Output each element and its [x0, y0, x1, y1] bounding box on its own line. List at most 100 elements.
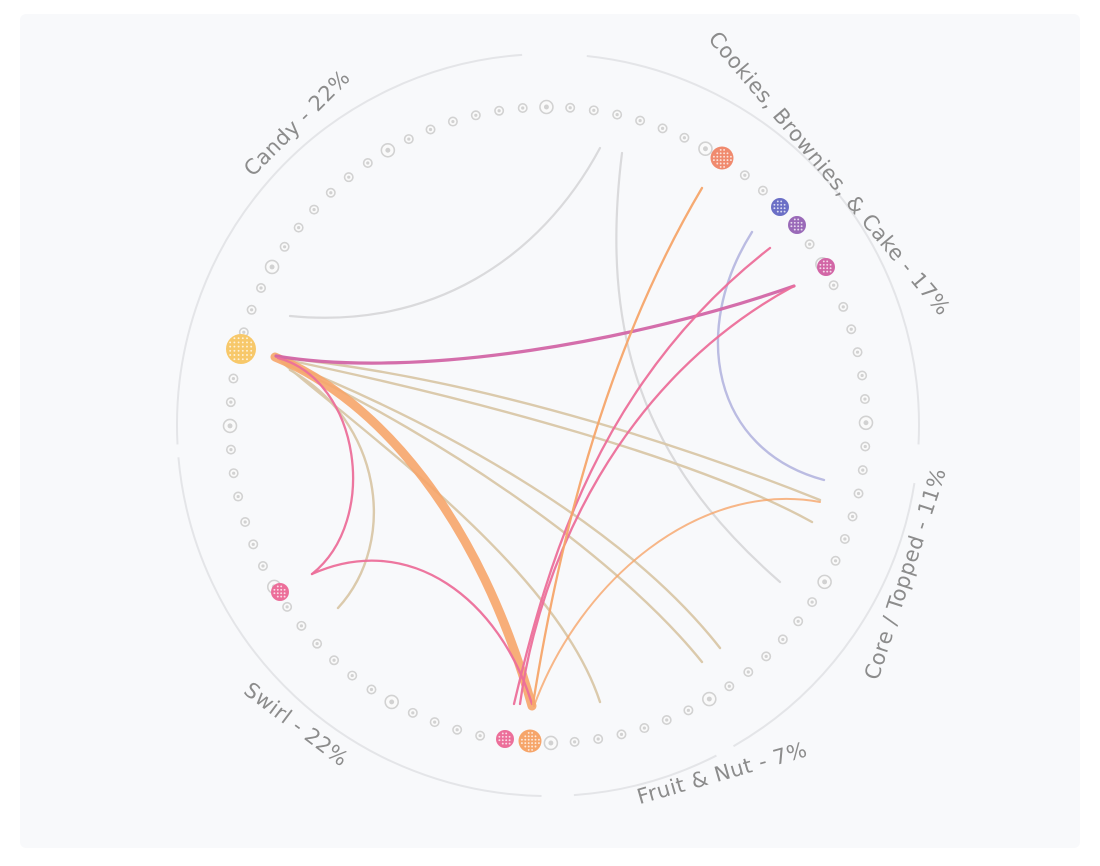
- link-pink-4: [518, 284, 796, 706]
- node-dot: [635, 115, 646, 126]
- node-dot: [857, 370, 868, 381]
- node-dot: [807, 597, 818, 608]
- node-dot: [847, 511, 858, 522]
- node-dot: [830, 555, 841, 566]
- node-dot: [407, 707, 418, 718]
- link-lavender: [716, 230, 826, 482]
- node-dot: [857, 465, 868, 476]
- node-dot: [612, 109, 623, 120]
- node-dot: [853, 488, 864, 499]
- node-dot: [380, 142, 396, 158]
- node-dot: [859, 394, 870, 405]
- node-dot: [425, 124, 436, 135]
- node-dot: [698, 141, 713, 157]
- node-dot: [639, 723, 650, 734]
- node-dot: [233, 491, 244, 502]
- node-dot: [661, 715, 672, 726]
- link-tan-6: [288, 368, 376, 610]
- node-dot: [312, 638, 323, 649]
- node-dot: [517, 103, 528, 114]
- node-dot: [838, 301, 849, 312]
- node-dot: [679, 132, 690, 143]
- link-pink-1: [276, 356, 355, 576]
- node-dot: [828, 280, 839, 291]
- node-dot: [403, 134, 414, 145]
- node-dot: [616, 729, 627, 740]
- node-magenta-cookies[interactable]: [817, 258, 835, 276]
- node-dot: [248, 539, 259, 550]
- node-dot: [846, 324, 857, 335]
- node-dot: [246, 304, 257, 315]
- node-dot: [329, 655, 340, 666]
- node-dot: [343, 172, 354, 183]
- link-pink-2: [310, 559, 534, 706]
- node-dot: [739, 170, 750, 181]
- node-dot: [839, 533, 850, 544]
- ring-arc-cookies: [586, 55, 920, 445]
- category-ring: [176, 53, 920, 797]
- link-tan-2: [276, 356, 814, 524]
- link-orange-thick: [270, 352, 537, 711]
- node-dots: [222, 99, 874, 751]
- node-dot: [347, 670, 358, 681]
- link-grey-2: [615, 151, 782, 584]
- node-purple-cookies[interactable]: [788, 216, 806, 234]
- node-dot: [475, 730, 486, 741]
- node-dot: [817, 574, 832, 590]
- link-orange-thin-1: [531, 186, 704, 706]
- link-grey-1: [288, 146, 602, 319]
- node-yellow-candy[interactable]: [226, 334, 256, 364]
- node-orange-bottom[interactable]: [518, 729, 542, 753]
- node-dot: [761, 651, 772, 662]
- node-dot: [852, 347, 863, 358]
- node-dot: [539, 99, 554, 115]
- node-dot: [757, 185, 768, 196]
- node-dot: [565, 102, 576, 113]
- node-dot: [225, 444, 236, 455]
- link-tan-3: [278, 358, 722, 650]
- node-dot: [588, 105, 599, 116]
- node-dot: [724, 681, 735, 692]
- node-blue-cookies[interactable]: [771, 198, 789, 216]
- node-pink-bottom[interactable]: [496, 730, 514, 748]
- node-dot: [384, 694, 399, 710]
- highlighted-nodes: [226, 146, 835, 753]
- node-dot: [228, 373, 239, 384]
- node-dot: [225, 397, 236, 408]
- node-dot: [804, 239, 815, 250]
- node-dot: [494, 105, 505, 116]
- node-dot: [325, 187, 336, 198]
- node-dot: [256, 282, 267, 293]
- node-dot: [470, 110, 481, 121]
- node-dot: [593, 734, 604, 745]
- node-dot: [293, 222, 304, 233]
- node-salmon-cookies[interactable]: [710, 146, 734, 170]
- node-dot: [793, 616, 804, 627]
- ring-arc-fruit: [573, 754, 717, 797]
- ring-arc-swirl: [177, 457, 542, 797]
- ring-arc-candy: [176, 53, 523, 445]
- node-dot: [228, 468, 239, 479]
- node-dot: [743, 666, 754, 677]
- node-dot: [860, 441, 871, 452]
- node-dot: [296, 620, 307, 631]
- node-dot: [362, 157, 373, 168]
- node-dot: [240, 516, 251, 527]
- node-dot: [569, 736, 580, 747]
- link-pink-3: [512, 246, 772, 706]
- node-pink-swirl[interactable]: [271, 583, 289, 601]
- node-dot: [452, 724, 463, 735]
- node-dot: [447, 116, 458, 127]
- node-dot: [282, 601, 293, 612]
- node-dot: [257, 560, 268, 571]
- link-orange-thin-2: [533, 497, 821, 707]
- node-dot: [543, 735, 559, 751]
- ring-arc-core: [732, 482, 916, 748]
- node-dot: [222, 418, 238, 434]
- node-dot: [309, 204, 320, 215]
- node-dot: [366, 684, 377, 695]
- node-dot: [279, 241, 290, 252]
- node-dot: [683, 705, 694, 716]
